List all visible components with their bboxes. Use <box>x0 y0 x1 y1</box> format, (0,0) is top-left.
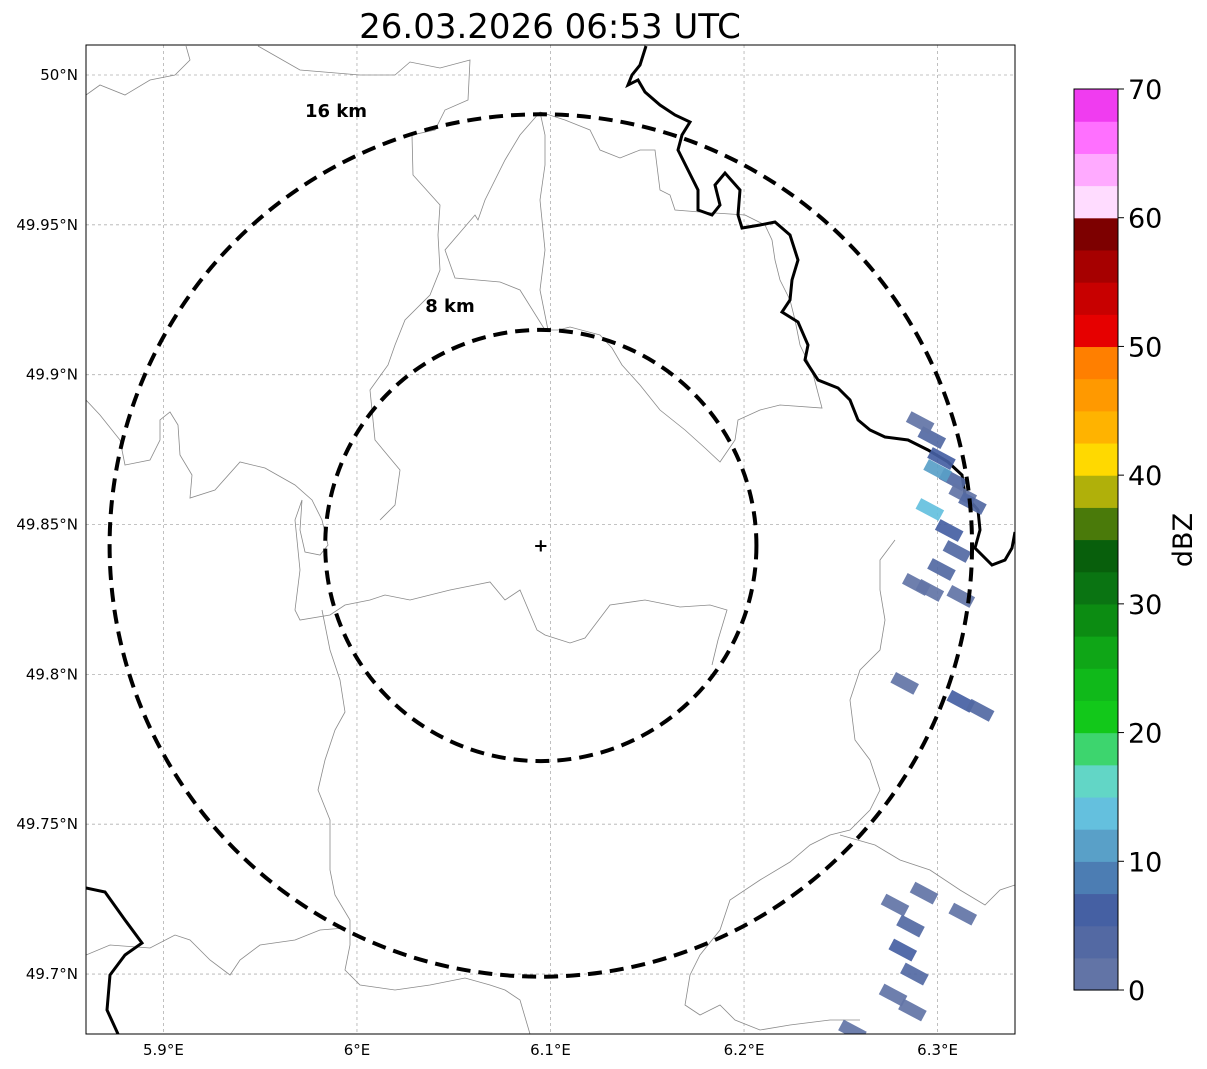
echo-cell <box>942 540 972 563</box>
colorbar-segment <box>1074 153 1118 187</box>
echo-cell <box>888 938 918 962</box>
border-line <box>839 834 1015 906</box>
border-line <box>257 45 471 521</box>
colorbar-tick-label: 40 <box>1128 461 1162 492</box>
colorbar: 0 10 20 30 40 50 60 70 <box>1073 75 1162 1007</box>
colorbar-tick-label: 10 <box>1128 847 1162 878</box>
colorbar-segment <box>1074 507 1118 541</box>
y-tick-label: 49.9°N <box>26 366 78 384</box>
colorbar-segment <box>1074 571 1118 605</box>
echo-cell <box>923 459 952 482</box>
range-rings: 16 km 8 km <box>107 101 975 979</box>
colorbar-segment <box>1074 217 1118 251</box>
x-tick-label: 6.3°E <box>917 1041 958 1059</box>
colorbar-frame <box>1073 88 1119 991</box>
border-line <box>86 927 346 976</box>
border-line <box>317 609 531 1034</box>
range-ring-label-8km: 8 km <box>425 296 475 317</box>
colorbar-segment <box>1074 378 1118 412</box>
y-tick-label: 50°N <box>40 66 78 84</box>
colorbar-tick-label: 50 <box>1128 332 1162 363</box>
radar-site-marker: + <box>533 535 548 556</box>
colorbar-segment <box>1074 185 1118 219</box>
colorbar-segment <box>1074 893 1118 927</box>
country-borders <box>86 45 1015 1034</box>
echo-cell <box>958 492 987 515</box>
colorbar-segment <box>1074 539 1118 573</box>
colorbar-tick-label: 60 <box>1128 204 1162 235</box>
colorbar-segment <box>1074 668 1118 701</box>
colorbar-segment <box>1074 314 1118 348</box>
border-line <box>684 539 896 1031</box>
colorbar-segment <box>1074 925 1118 959</box>
range-ring-8km <box>323 327 759 764</box>
colorbar-segment <box>1074 700 1118 734</box>
gridlines <box>86 45 1015 1034</box>
border-line <box>86 45 191 96</box>
colorbar-segment <box>1074 410 1118 444</box>
chart-title: 26.03.2026 06:53 UTC <box>359 7 741 47</box>
border-line <box>86 399 728 666</box>
colorbar-segment <box>1074 732 1118 766</box>
range-ring-label-16km: 16 km <box>305 101 367 122</box>
colorbar-segment <box>1074 796 1118 830</box>
colorbar-segment <box>1074 603 1118 637</box>
echo-cell <box>934 519 964 542</box>
echo-cell <box>838 1019 867 1034</box>
echo-cell <box>927 558 956 581</box>
colorbar-segment <box>1074 282 1118 315</box>
country-border-line <box>625 45 1015 567</box>
colorbar-segment <box>1074 829 1118 862</box>
y-tick-label: 49.7°N <box>26 965 78 983</box>
border-line <box>539 111 549 331</box>
y-tick-label: 49.8°N <box>26 665 78 683</box>
colorbar-tick-label: 0 <box>1128 976 1145 1007</box>
echo-cell <box>915 498 945 521</box>
echo-cell <box>927 447 956 470</box>
colorbar-tick-label: 20 <box>1128 719 1162 750</box>
colorbar-segment <box>1074 475 1118 508</box>
echo-cell <box>900 962 929 986</box>
x-tick-label: 6.2°E <box>724 1041 765 1059</box>
colorbar-segment <box>1074 636 1118 669</box>
country-border-line <box>86 886 145 1034</box>
border-line <box>444 111 823 463</box>
colorbar-segment <box>1074 249 1118 283</box>
range-ring-16km <box>107 112 975 979</box>
colorbar-tick-label: 70 <box>1128 75 1162 106</box>
echo-cell <box>880 893 910 917</box>
colorbar-segment <box>1074 442 1118 476</box>
echo-cell <box>917 426 947 450</box>
y-tick-label: 49.95°N <box>16 216 78 234</box>
y-tick-label: 49.75°N <box>16 815 78 833</box>
y-tick-label: 49.85°N <box>16 516 78 534</box>
map-frame <box>85 44 1016 1035</box>
colorbar-tick-label: 30 <box>1128 590 1162 621</box>
echo-cell <box>898 998 927 1022</box>
colorbar-label: dBZ <box>1168 513 1199 567</box>
echo-cell <box>890 671 919 695</box>
echo-cell <box>948 902 978 926</box>
echo-cell <box>905 411 935 435</box>
admin-borders <box>86 45 1015 1034</box>
colorbar-segment <box>1074 89 1118 122</box>
colorbar-segment <box>1074 121 1118 154</box>
echo-cell <box>878 983 908 1007</box>
colorbar-segment <box>1074 957 1118 991</box>
colorbar-segment <box>1074 861 1118 895</box>
x-axis-ticks: 5.9°E 6°E 6.1°E 6.2°E 6.3°E <box>143 1041 958 1059</box>
echo-cell <box>901 573 931 596</box>
x-tick-label: 6°E <box>344 1041 371 1059</box>
y-axis-ticks: 50°N 49.95°N 49.9°N 49.85°N 49.8°N 49.75°N 49.… <box>16 66 78 983</box>
echo-cell <box>896 914 925 938</box>
echo-cell <box>909 881 939 905</box>
colorbar-segment <box>1074 764 1118 798</box>
x-tick-label: 6.1°E <box>530 1041 571 1059</box>
colorbar-segment <box>1074 346 1118 380</box>
radar-echoes <box>838 411 995 1034</box>
echo-cell <box>965 698 995 722</box>
x-tick-label: 5.9°E <box>143 1041 184 1059</box>
